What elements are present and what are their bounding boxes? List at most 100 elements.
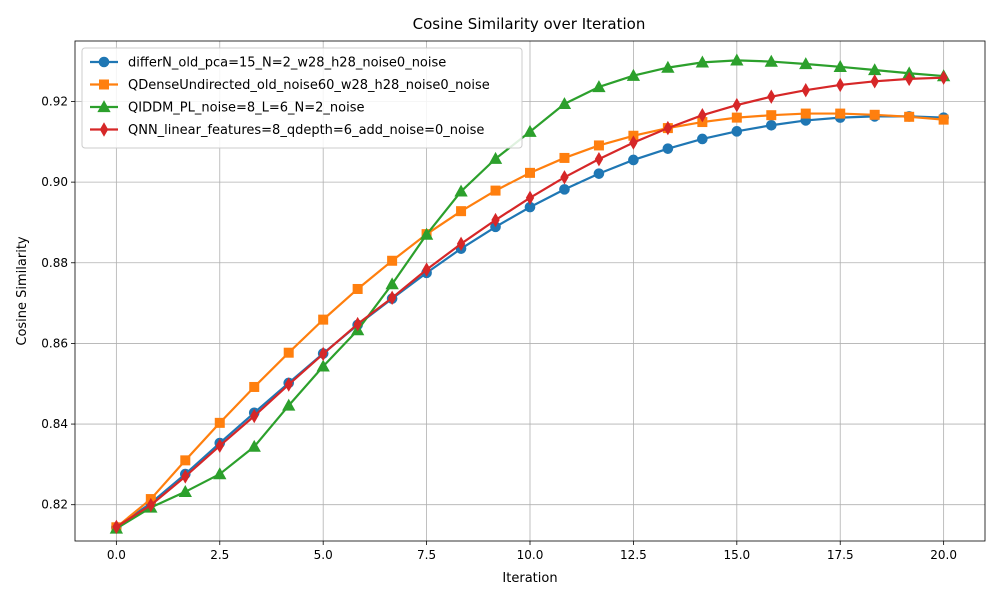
data-point bbox=[353, 316, 362, 332]
data-point bbox=[247, 439, 261, 452]
x-tick-label: 20.0 bbox=[930, 548, 957, 562]
data-point bbox=[732, 97, 741, 113]
data-point bbox=[387, 290, 397, 306]
data-point bbox=[316, 359, 330, 372]
data-point bbox=[525, 190, 535, 206]
data-point bbox=[385, 277, 399, 290]
data-point bbox=[661, 60, 675, 73]
legend: differN_old_pca=15_N=2_w28_h28_noise0_no… bbox=[81, 47, 523, 149]
data-point bbox=[594, 151, 604, 167]
chart-title: Cosine Similarity over Iteration bbox=[413, 15, 646, 33]
data-point bbox=[178, 484, 192, 497]
x-axis-label: Iteration bbox=[502, 571, 557, 586]
data-point bbox=[800, 108, 811, 119]
data-point bbox=[560, 170, 569, 185]
x-tick-label: 17.5 bbox=[827, 548, 854, 562]
data-point bbox=[352, 283, 363, 294]
data-point bbox=[629, 135, 638, 150]
data-point bbox=[214, 417, 225, 428]
data-point bbox=[628, 154, 639, 166]
data-point bbox=[698, 107, 707, 123]
data-point bbox=[456, 206, 467, 217]
data-point bbox=[525, 167, 535, 178]
data-point bbox=[939, 70, 948, 85]
y-axis-label: Cosine Similarity bbox=[15, 236, 30, 346]
data-point bbox=[869, 109, 880, 120]
data-point bbox=[318, 314, 329, 325]
x-tick-label: 7.5 bbox=[417, 548, 436, 562]
data-point bbox=[422, 262, 431, 277]
data-point bbox=[835, 108, 846, 119]
data-point bbox=[213, 467, 227, 480]
legend-label: differN_old_pca=15_N=2_w28_h28_noise0_no… bbox=[128, 56, 446, 71]
y-axis-ticks: 0.82 0.84 0.86 0.88 0.90 0.92 bbox=[41, 94, 75, 512]
data-point bbox=[731, 126, 743, 137]
data-point bbox=[766, 110, 777, 121]
data-point bbox=[456, 236, 466, 252]
data-point bbox=[491, 212, 500, 228]
data-point bbox=[833, 59, 847, 72]
y-tick-label: 0.88 bbox=[41, 256, 68, 270]
data-point bbox=[764, 54, 778, 67]
data-point bbox=[488, 151, 503, 164]
data-point bbox=[765, 119, 777, 131]
data-point bbox=[557, 97, 572, 110]
data-point bbox=[559, 152, 570, 163]
data-point bbox=[112, 519, 121, 535]
data-point bbox=[282, 398, 296, 411]
data-point bbox=[387, 255, 398, 266]
data-point bbox=[626, 68, 641, 81]
x-tick-label: 2.5 bbox=[210, 548, 229, 562]
data-point bbox=[799, 57, 813, 70]
x-tick-label: 12.5 bbox=[620, 548, 647, 562]
legend-item: QNN_linear_features=8_qdepth=6_add_noise… bbox=[90, 122, 484, 138]
y-tick-label: 0.82 bbox=[41, 498, 68, 512]
y-tick-label: 0.86 bbox=[41, 336, 68, 350]
data-point bbox=[767, 89, 776, 104]
data-point bbox=[181, 469, 190, 484]
data-point bbox=[319, 346, 328, 362]
data-point bbox=[419, 227, 434, 240]
data-point bbox=[592, 80, 606, 93]
legend-marker bbox=[99, 122, 109, 137]
data-point bbox=[938, 114, 949, 125]
legend-label: QIDDM_PL_noise=8_L=6_N=2_noise bbox=[128, 101, 365, 116]
data-point bbox=[593, 140, 604, 151]
x-tick-label: 0.0 bbox=[107, 548, 126, 562]
data-point bbox=[904, 111, 915, 122]
y-tick-label: 0.90 bbox=[41, 175, 68, 189]
data-point bbox=[146, 497, 156, 513]
series-2 bbox=[111, 108, 949, 533]
data-point bbox=[801, 82, 810, 98]
data-point bbox=[180, 455, 191, 466]
y-tick-label: 0.84 bbox=[41, 417, 68, 431]
legend-marker bbox=[97, 100, 111, 113]
legend-label: QDenseUndirected_old_noise60_w28_h28_noi… bbox=[128, 78, 490, 93]
legend-item: differN_old_pca=15_N=2_w28_h28_noise0_no… bbox=[90, 56, 446, 71]
data-point bbox=[250, 408, 259, 424]
x-tick-label: 15.0 bbox=[723, 548, 750, 562]
series-4 bbox=[112, 70, 948, 535]
data-point bbox=[662, 143, 674, 154]
legend-item: QIDDM_PL_noise=8_L=6_N=2_noise bbox=[90, 100, 365, 116]
data-point bbox=[283, 347, 294, 358]
data-point bbox=[523, 124, 537, 137]
data-point bbox=[836, 77, 845, 93]
legend-box bbox=[81, 47, 523, 149]
data-point bbox=[695, 55, 709, 68]
legend-marker bbox=[99, 79, 109, 90]
data-point bbox=[593, 168, 605, 179]
data-point bbox=[454, 184, 468, 197]
data-point bbox=[490, 185, 501, 196]
y-tick-label: 0.92 bbox=[41, 94, 68, 108]
data-point bbox=[730, 53, 744, 66]
data-point bbox=[904, 71, 914, 87]
data-point bbox=[249, 381, 260, 392]
data-point bbox=[215, 438, 224, 454]
x-axis-ticks: 0.0 2.5 5.0 7.5 10.0 12.5 15.0 17.5 20.0 bbox=[107, 541, 957, 562]
data-point bbox=[697, 133, 708, 145]
data-point bbox=[870, 74, 879, 89]
x-tick-label: 10.0 bbox=[517, 548, 544, 562]
